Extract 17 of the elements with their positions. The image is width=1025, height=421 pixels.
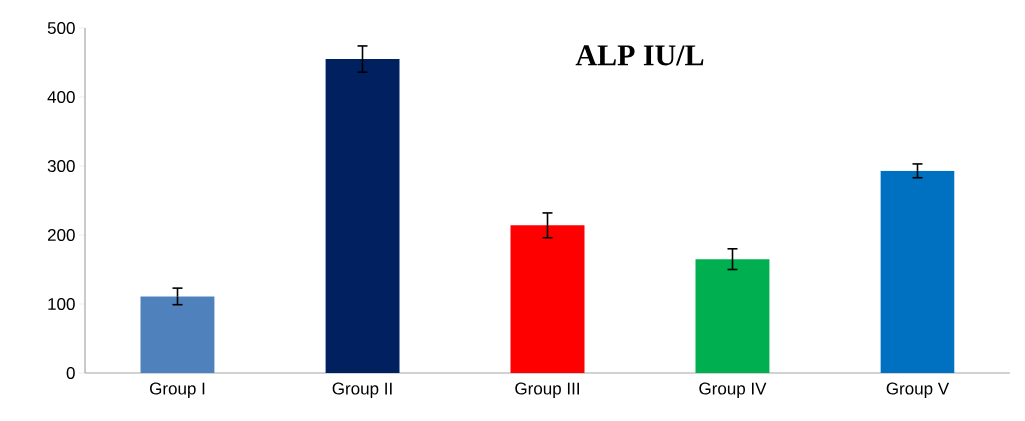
y-tick-label: 200: [47, 228, 75, 242]
x-tick-label: Group III: [515, 382, 579, 398]
bar: [510, 225, 585, 373]
x-tick-label: Group I: [150, 382, 205, 398]
y-tick-label: 300: [47, 159, 75, 173]
y-tick-label: 500: [47, 21, 75, 35]
y-tick-label: 0: [66, 366, 75, 380]
chart-title: ALP IU/L: [575, 45, 704, 66]
y-tick-label: 400: [47, 90, 75, 104]
x-tick-label: Group II: [332, 382, 392, 398]
bar: [880, 170, 955, 373]
x-tick-label: Group V: [886, 382, 950, 398]
y-tick-label: 100: [48, 297, 75, 311]
bar: [325, 59, 400, 373]
x-tick-label: Group IV: [699, 382, 767, 398]
bar: [695, 259, 770, 373]
bar: [140, 296, 215, 373]
